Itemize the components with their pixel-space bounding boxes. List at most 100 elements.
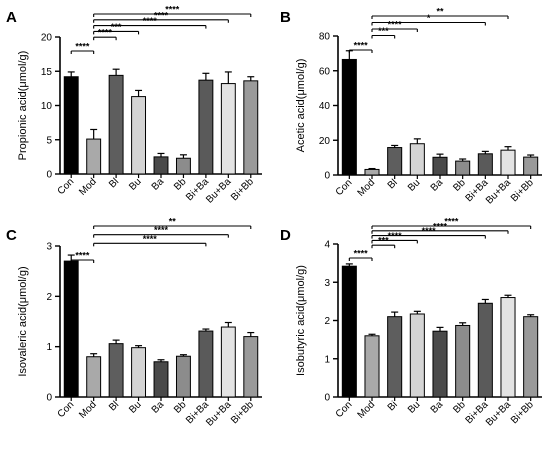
y-tick-label: 40: [319, 101, 331, 112]
panel-b: B Acetic acid(μmol/g) 0 20 40 60 80 Con Mod Bl Bu B…: [280, 7, 542, 207]
x-tick-label: Bl: [386, 177, 400, 191]
panel-d: D Isobutyric acid(μmol/g) 0 1 2 3 4 Con Mod Bi Bu B…: [280, 217, 542, 429]
bar-mod: [86, 138, 102, 175]
bar-mod: [86, 356, 102, 398]
x-tick-label: Bi+Bb: [509, 399, 536, 426]
y-axis-label: Acetic acid(μmol/g): [295, 59, 307, 153]
y-tick-label: 80: [319, 32, 331, 43]
x-tick-label: Bu+Ba: [204, 399, 234, 429]
x-tick-label: Ba: [150, 176, 167, 193]
x-tick-label: Mod: [356, 177, 378, 199]
bar-bi: [387, 316, 403, 398]
x-tick-label: Bu+Ba: [204, 176, 234, 206]
x-tick-label: Bu: [127, 399, 143, 415]
y-tick-label: 5: [46, 135, 52, 146]
significance-label: ****: [143, 16, 158, 26]
bar-bi-ba: [198, 79, 214, 175]
significance-label: ****: [154, 10, 169, 20]
x-tick-label: Mod: [77, 176, 99, 198]
bar-bi: [108, 343, 124, 398]
x-tick-label: Ba: [150, 399, 167, 416]
panel-letter: A: [6, 9, 17, 26]
bar-bu: [131, 347, 147, 398]
panel-letter: D: [280, 227, 291, 244]
bar-bb: [175, 157, 191, 175]
panel-c: C Isovaleric acid(μmol/g) 0 1 2 3 Con Mod Bl Bu Ba…: [6, 217, 262, 429]
bar-bu-ba: [220, 83, 236, 175]
bar-bi-bb: [243, 80, 259, 175]
significance-label: ****: [444, 217, 459, 227]
bar-con: [63, 76, 79, 175]
x-tick-label: Mod: [77, 399, 99, 421]
x-tick-label: Con: [334, 177, 355, 198]
y-tick-label: 4: [324, 240, 330, 251]
bar-con: [341, 265, 357, 398]
x-tick-label: Ba: [429, 177, 446, 194]
significance-label: ****: [75, 42, 90, 52]
bar-mod: [364, 168, 380, 176]
y-tick-label: 0: [324, 171, 330, 182]
significance-label: **: [169, 217, 177, 227]
x-tick-label: Bi+Bb: [509, 177, 536, 204]
x-tick-label: Bb: [451, 399, 468, 416]
significance-label: ****: [354, 249, 369, 259]
bar-bb: [175, 355, 191, 398]
bar-ba: [153, 156, 169, 175]
y-tick-label: 3: [46, 242, 52, 253]
significance-label: ****: [154, 225, 169, 235]
bar-bu: [131, 96, 147, 175]
x-tick-label: Con: [334, 399, 355, 420]
y-tick-label: 2: [324, 316, 330, 327]
x-tick-label: Con: [56, 176, 77, 197]
y-tick-label: 1: [324, 354, 330, 365]
bar-bu-ba: [500, 297, 516, 398]
bar-mod: [364, 335, 380, 398]
significance-label: ****: [75, 251, 90, 261]
bar-con: [341, 58, 357, 176]
x-tick-label: Bu+Ba: [484, 399, 514, 429]
significance-label: ****: [165, 5, 180, 15]
x-tick-label: Bu: [406, 399, 422, 415]
y-tick-label: 10: [41, 101, 53, 112]
y-tick-label: 0: [324, 393, 330, 404]
bar-bi-bb: [523, 156, 539, 176]
significance-label: ****: [388, 20, 403, 30]
panel-letter: C: [6, 227, 17, 244]
bar-bu-ba: [220, 326, 236, 398]
x-tick-label: Bb: [172, 399, 189, 416]
y-axis-label: Propionic acid(μmol/g): [17, 51, 29, 161]
significance-label: **: [436, 7, 444, 17]
bar-ba: [153, 361, 169, 398]
significance-label: ****: [143, 234, 158, 244]
significance-label: *: [427, 13, 431, 23]
panel-a: A Propionic acid(μmol/g) 0 5 10 15 20 Con Mod Bl B…: [6, 5, 262, 206]
x-tick-label: Bi: [386, 399, 400, 413]
y-axis-label: Isovaleric acid(μmol/g): [17, 266, 29, 376]
x-tick-label: Bi+Bb: [229, 176, 256, 203]
bar-bi-bb: [523, 316, 539, 398]
panel-letter: B: [280, 9, 291, 26]
bar-ba: [432, 330, 448, 398]
y-tick-label: 0: [46, 170, 52, 181]
bar-bb: [455, 324, 471, 398]
significance-label: ***: [378, 26, 389, 36]
x-tick-label: Bb: [451, 177, 468, 194]
bar-bi-bb: [243, 336, 259, 398]
bar-bi: [387, 147, 403, 176]
y-tick-label: 3: [324, 278, 330, 289]
x-tick-label: Bl: [107, 176, 121, 190]
y-tick-label: 20: [319, 136, 331, 147]
y-tick-label: 2: [46, 292, 52, 303]
bar-ba: [432, 156, 448, 176]
y-tick-label: 1: [46, 342, 52, 353]
y-axis-label: Isobutyric acid(μmol/g): [295, 265, 307, 376]
significance-label: ***: [111, 22, 122, 32]
x-tick-label: Bu: [127, 176, 143, 192]
x-tick-label: Bi+Bb: [229, 399, 256, 426]
x-tick-label: Bl: [107, 399, 121, 413]
bar-bu: [409, 143, 425, 176]
bar-bu: [409, 313, 425, 398]
x-tick-label: Bb: [172, 176, 189, 193]
bar-bb: [455, 160, 471, 176]
